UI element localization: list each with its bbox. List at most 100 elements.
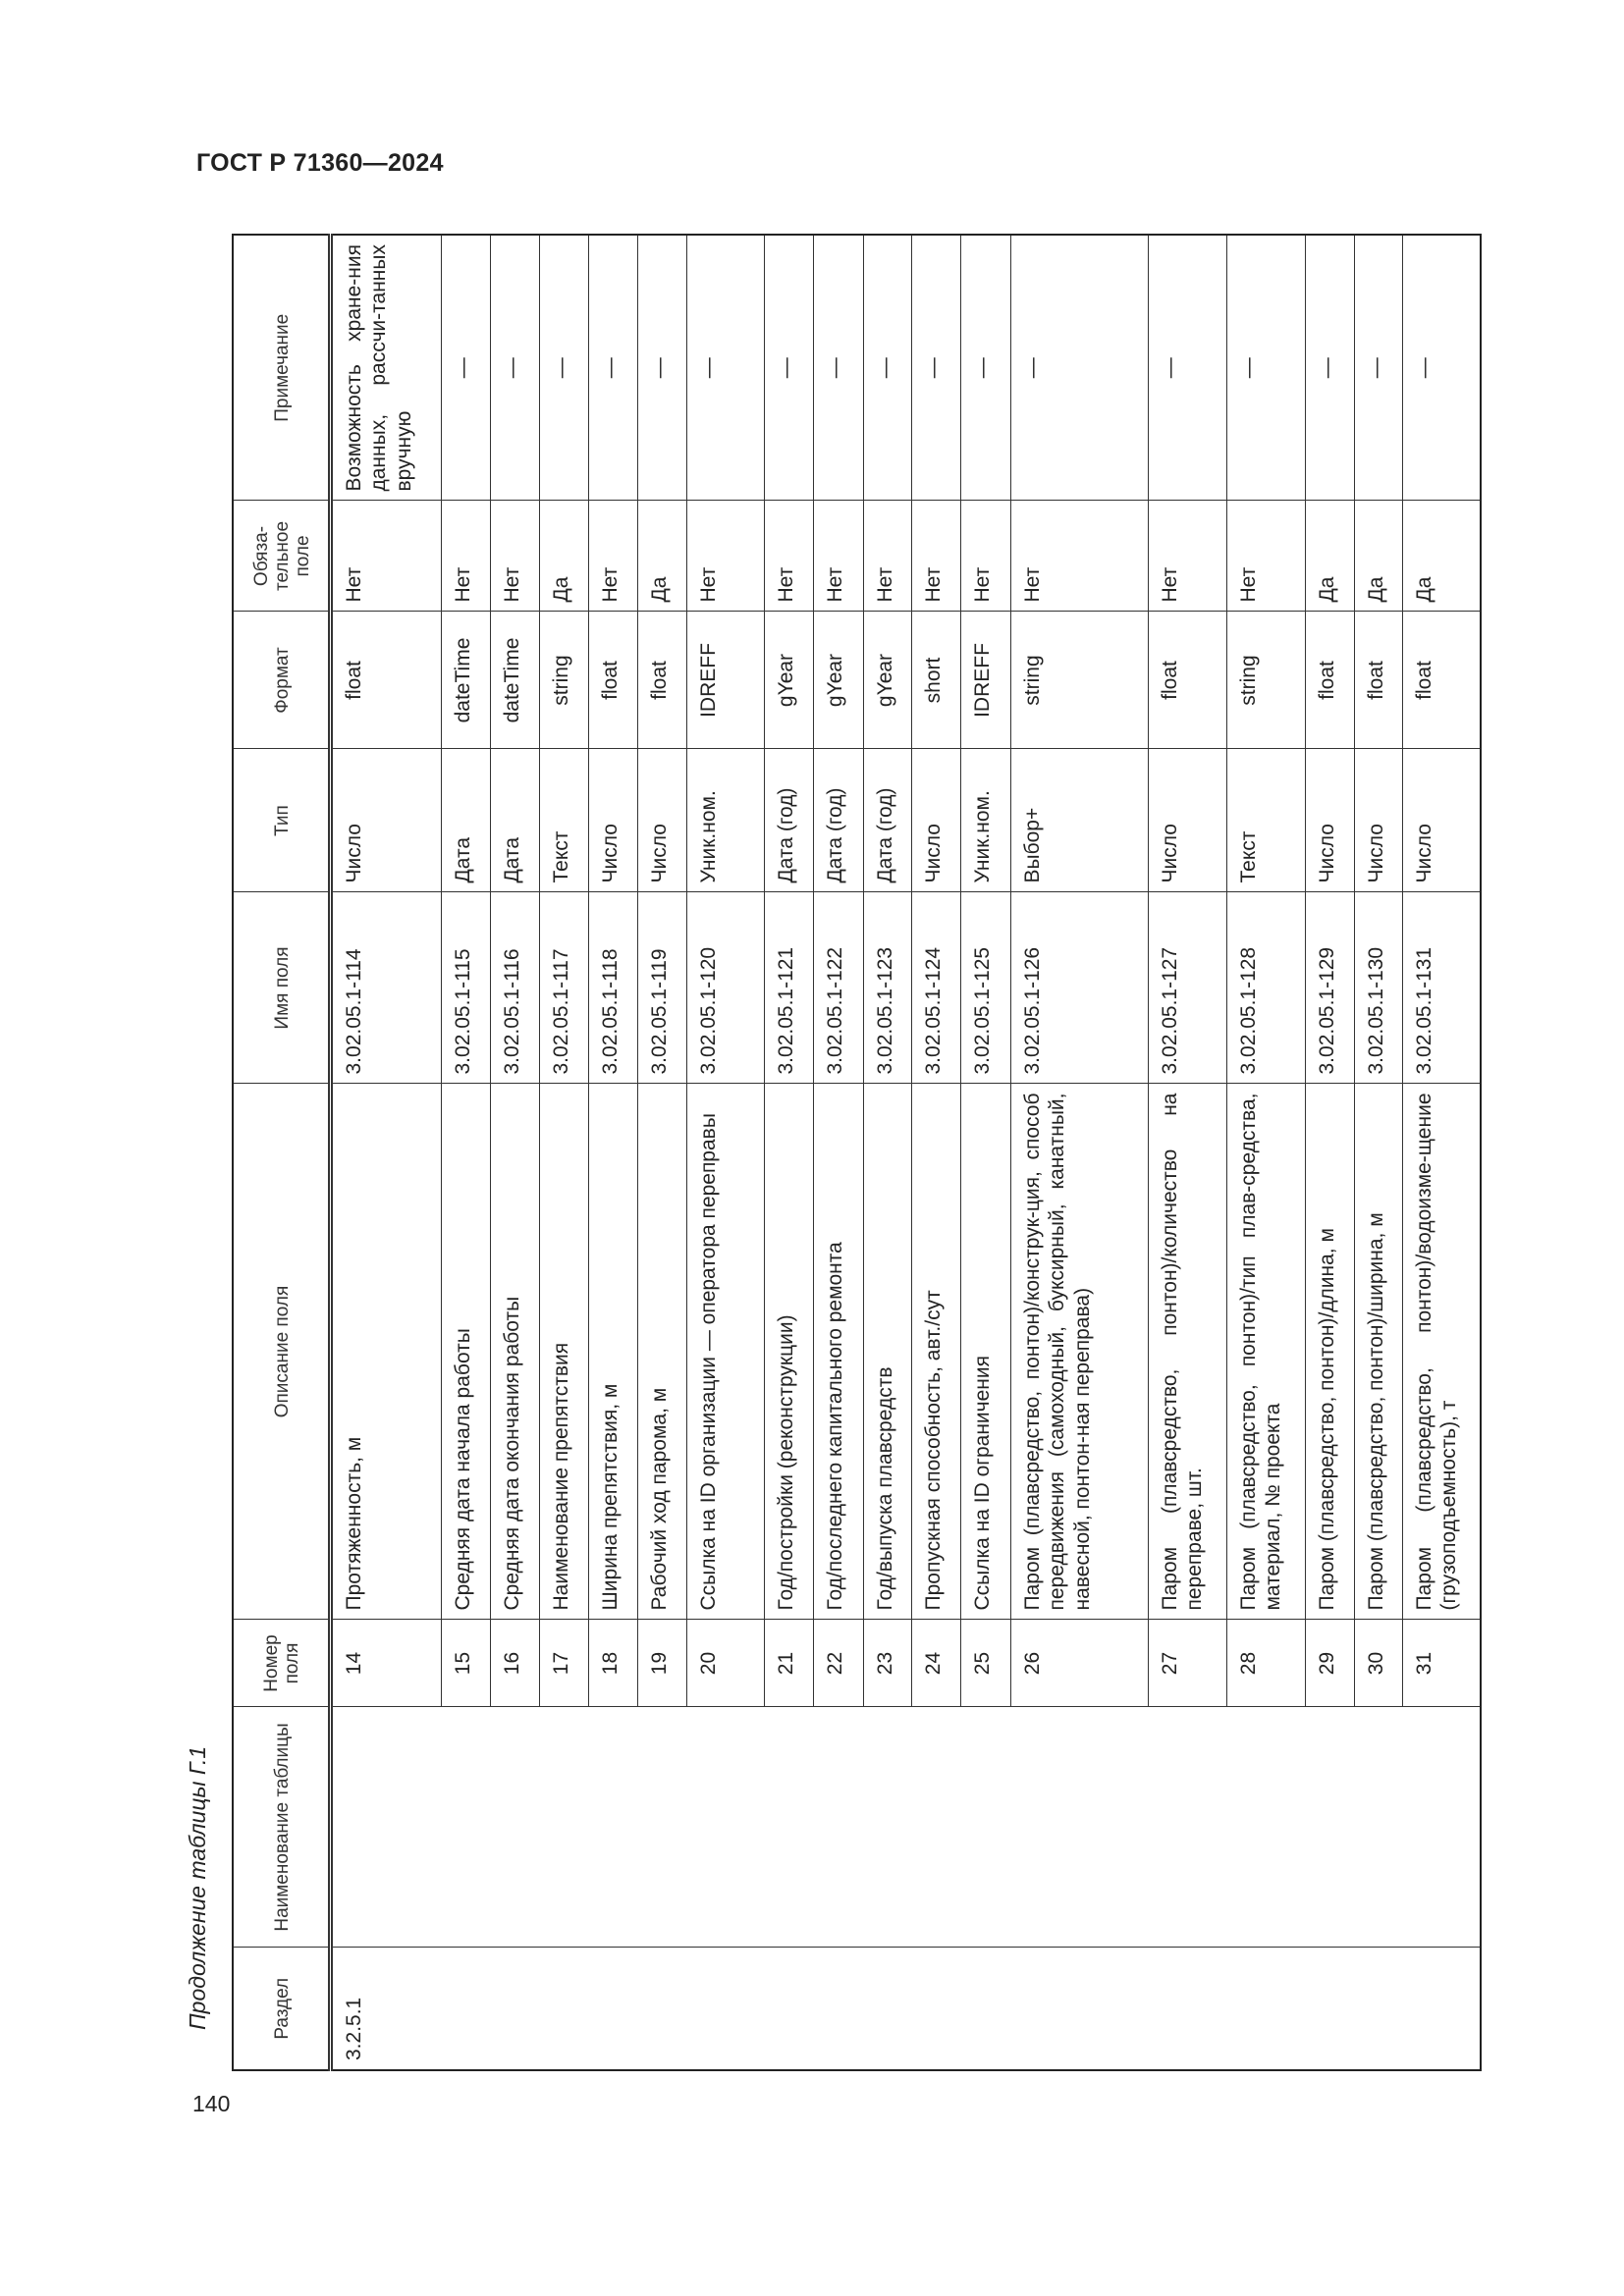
field-description: Год/постройки (реконструкции) <box>764 1084 813 1620</box>
field-type: Число <box>1354 749 1402 892</box>
field-type: Уник.ном. <box>686 749 764 892</box>
field-description: Средняя дата окончания работы <box>490 1084 539 1620</box>
field-note: — <box>686 235 764 501</box>
field-description: Ссылка на ID организации — оператора пер… <box>686 1084 764 1620</box>
table-caption: Продолжение таблицы Г.1 <box>185 1745 210 2030</box>
field-number: 28 <box>1226 1620 1305 1707</box>
page-number: 140 <box>192 2091 231 2116</box>
header-field-description: Описание поля <box>233 1084 330 1620</box>
field-number: 25 <box>960 1620 1010 1707</box>
field-type: Число <box>1148 749 1226 892</box>
field-name: 3.02.05.1-118 <box>588 892 637 1084</box>
field-required: Нет <box>764 501 813 612</box>
fields-table: Раздел Наименование таблицы Номер поля О… <box>232 234 1482 2071</box>
field-type: Число <box>1305 749 1354 892</box>
field-required: Да <box>539 501 588 612</box>
field-format: float <box>1305 612 1354 749</box>
field-type: Число <box>1402 749 1481 892</box>
field-required: Нет <box>686 501 764 612</box>
field-required: Да <box>637 501 686 612</box>
field-type: Число <box>911 749 960 892</box>
section-cell: 3.2.5.1 <box>330 1948 1481 2070</box>
field-name: 3.02.05.1-122 <box>813 892 863 1084</box>
field-note: — <box>441 235 490 501</box>
field-type: Дата <box>490 749 539 892</box>
field-format: dateTime <box>490 612 539 749</box>
field-format: float <box>1354 612 1402 749</box>
field-name: 3.02.05.1-123 <box>863 892 911 1084</box>
field-number: 22 <box>813 1620 863 1707</box>
field-note: — <box>588 235 637 501</box>
field-description: Год/последнего капитального ремонта <box>813 1084 863 1620</box>
field-note: — <box>1148 235 1226 501</box>
field-required: Нет <box>588 501 637 612</box>
field-name: 3.02.05.1-114 <box>330 892 441 1084</box>
field-required: Нет <box>1148 501 1226 612</box>
field-note: — <box>911 235 960 501</box>
field-required: Нет <box>490 501 539 612</box>
field-required: Нет <box>960 501 1010 612</box>
field-required: Нет <box>330 501 441 612</box>
field-number: 23 <box>863 1620 911 1707</box>
field-format: float <box>1148 612 1226 749</box>
field-name: 3.02.05.1-127 <box>1148 892 1226 1084</box>
field-type: Число <box>588 749 637 892</box>
field-number: 19 <box>637 1620 686 1707</box>
field-format: float <box>330 612 441 749</box>
header-row: Раздел Наименование таблицы Номер поля О… <box>233 235 330 2070</box>
table-row: 3.2.5.1 14 Протяженность, м 3.02.05.1-114 Чи… <box>330 235 1481 2070</box>
field-format: gYear <box>813 612 863 749</box>
field-description: Паром (плавсредство, понтон)/водоизме-ще… <box>1402 1084 1481 1620</box>
field-type: Выбор+ <box>1010 749 1148 892</box>
field-format: float <box>1402 612 1481 749</box>
field-number: 15 <box>441 1620 490 1707</box>
field-format: float <box>588 612 637 749</box>
field-format: string <box>539 612 588 749</box>
field-name: 3.02.05.1-121 <box>764 892 813 1084</box>
field-description: Ссылка на ID ограничения <box>960 1084 1010 1620</box>
field-name: 3.02.05.1-119 <box>637 892 686 1084</box>
field-note: Возможность хране-ния данных, рассчи-тан… <box>330 235 441 501</box>
field-description: Паром (плавсредство, понтон)/тип плав-ср… <box>1226 1084 1305 1620</box>
field-type: Текст <box>539 749 588 892</box>
header-type: Тип <box>233 749 330 892</box>
field-note: — <box>1226 235 1305 501</box>
field-required: Нет <box>863 501 911 612</box>
field-format: float <box>637 612 686 749</box>
field-type: Число <box>637 749 686 892</box>
field-note: — <box>813 235 863 501</box>
field-required: Нет <box>441 501 490 612</box>
field-format: gYear <box>764 612 813 749</box>
field-number: 20 <box>686 1620 764 1707</box>
field-required: Нет <box>813 501 863 612</box>
field-note: — <box>490 235 539 501</box>
field-name: 3.02.05.1-129 <box>1305 892 1354 1084</box>
field-description: Паром (плавсредство, понтон)/ширина, м <box>1354 1084 1402 1620</box>
field-note: — <box>1305 235 1354 501</box>
field-description: Рабочий ход парома, м <box>637 1084 686 1620</box>
field-type: Дата (год) <box>863 749 911 892</box>
field-required: Нет <box>1010 501 1148 612</box>
field-required: Да <box>1305 501 1354 612</box>
field-number: 24 <box>911 1620 960 1707</box>
field-name: 3.02.05.1-117 <box>539 892 588 1084</box>
field-format: dateTime <box>441 612 490 749</box>
field-note: — <box>1354 235 1402 501</box>
field-note: — <box>637 235 686 501</box>
field-description: Средняя дата начала работы <box>441 1084 490 1620</box>
field-note: — <box>960 235 1010 501</box>
field-name: 3.02.05.1-120 <box>686 892 764 1084</box>
header-format: Формат <box>233 612 330 749</box>
field-description: Год/выпуска плавсредств <box>863 1084 911 1620</box>
field-name: 3.02.05.1-126 <box>1010 892 1148 1084</box>
field-name: 3.02.05.1-130 <box>1354 892 1402 1084</box>
header-note: Примечание <box>233 235 330 501</box>
field-format: IDREFF <box>960 612 1010 749</box>
field-name: 3.02.05.1-116 <box>490 892 539 1084</box>
header-section: Раздел <box>233 1948 330 2070</box>
field-type: Дата <box>441 749 490 892</box>
field-number: 27 <box>1148 1620 1226 1707</box>
field-type: Дата (год) <box>813 749 863 892</box>
field-number: 26 <box>1010 1620 1148 1707</box>
field-format: gYear <box>863 612 911 749</box>
